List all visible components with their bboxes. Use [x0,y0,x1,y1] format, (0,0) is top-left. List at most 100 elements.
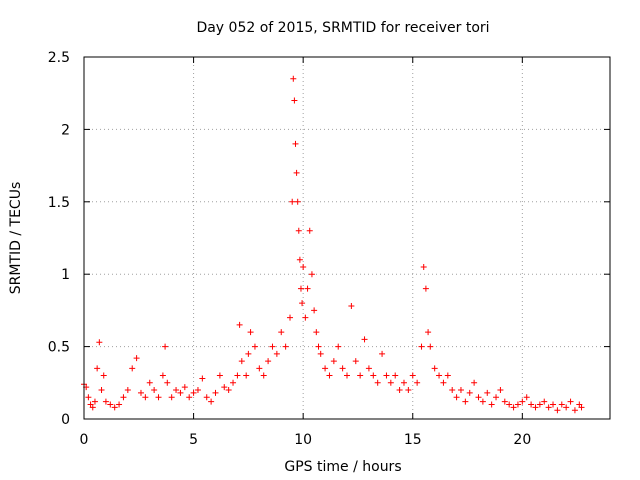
data-point [501,398,508,405]
data-point [102,398,109,405]
data-point [208,398,215,405]
data-point [199,375,206,382]
data-point [514,401,521,408]
x-tick-label: 10 [294,432,312,448]
data-point [91,398,98,405]
data-point [287,314,294,321]
data-point [282,343,289,350]
data-point [558,401,565,408]
data-point [230,379,237,386]
data-point [497,387,504,394]
data-point [120,394,127,401]
data-point [269,343,276,350]
data-point [116,401,123,408]
data-point [203,394,210,401]
data-point [294,198,301,205]
y-tick-label: 2.5 [48,50,70,66]
data-point [94,365,101,372]
data-point [462,398,469,405]
data-point [243,372,250,379]
data-point [339,365,346,372]
data-point [221,384,228,391]
data-point [510,404,517,411]
data-point [484,389,491,396]
data-point [536,401,543,408]
data-point [306,227,313,234]
data-point [425,329,432,336]
data-point [151,387,158,394]
data-point [528,401,535,408]
data-point [532,404,539,411]
grid [84,57,610,419]
data-point [124,387,131,394]
y-tick-label: 0.5 [48,340,70,356]
data-point [100,372,107,379]
x-tick-label: 15 [404,432,422,448]
data-point [357,372,364,379]
data-point [296,256,303,263]
data-point [335,343,342,350]
data-point [251,343,258,350]
data-point [414,379,421,386]
data-point [295,227,302,234]
plot-frame [83,56,611,420]
data-point [291,97,298,104]
data-point [256,365,263,372]
data-point [234,372,241,379]
data-point [133,355,140,362]
data-point [571,407,578,414]
data-point [545,404,552,411]
data-point [493,394,500,401]
data-point [449,387,456,394]
data-point [405,387,412,394]
data-point [420,263,427,270]
data-point [216,372,223,379]
data-point [273,350,280,357]
data-point [96,339,103,346]
data-point [352,358,359,365]
data-point [370,372,377,379]
data-point [365,365,372,372]
data-point [326,372,333,379]
tick-labels: 0 0.5 1 1.5 2 2.5 0 5 10 15 20 [48,50,532,448]
data-points [81,75,585,414]
data-point [265,358,272,365]
data-point [186,394,193,401]
data-point [212,389,219,396]
data-point [289,198,296,205]
data-point [519,398,526,405]
y-axis-label: SRMTID / TECUs [8,182,24,295]
data-point [247,329,254,336]
data-point [308,271,315,278]
data-point [379,350,386,357]
data-point [300,263,307,270]
data-point [322,365,329,372]
data-point [297,285,304,292]
data-point [475,394,482,401]
data-point [304,285,311,292]
data-point [348,303,355,310]
data-point [400,379,407,386]
data-point [506,401,513,408]
data-point [290,75,297,82]
data-point [488,401,495,408]
chart-title: Day 052 of 2015, SRMTID for receiver tor… [196,20,489,36]
data-point [479,398,486,405]
axis-ticks [83,56,610,420]
data-point [311,307,318,314]
data-point [164,379,171,386]
data-point [245,350,252,357]
data-point [137,389,144,396]
data-point [225,387,232,394]
data-point [444,372,451,379]
data-point [431,365,438,372]
data-point [383,372,390,379]
data-point [168,394,175,401]
data-point [440,379,447,386]
data-point [392,372,399,379]
data-point [278,329,285,336]
data-point [409,372,416,379]
data-point [422,285,429,292]
data-point [554,407,561,414]
